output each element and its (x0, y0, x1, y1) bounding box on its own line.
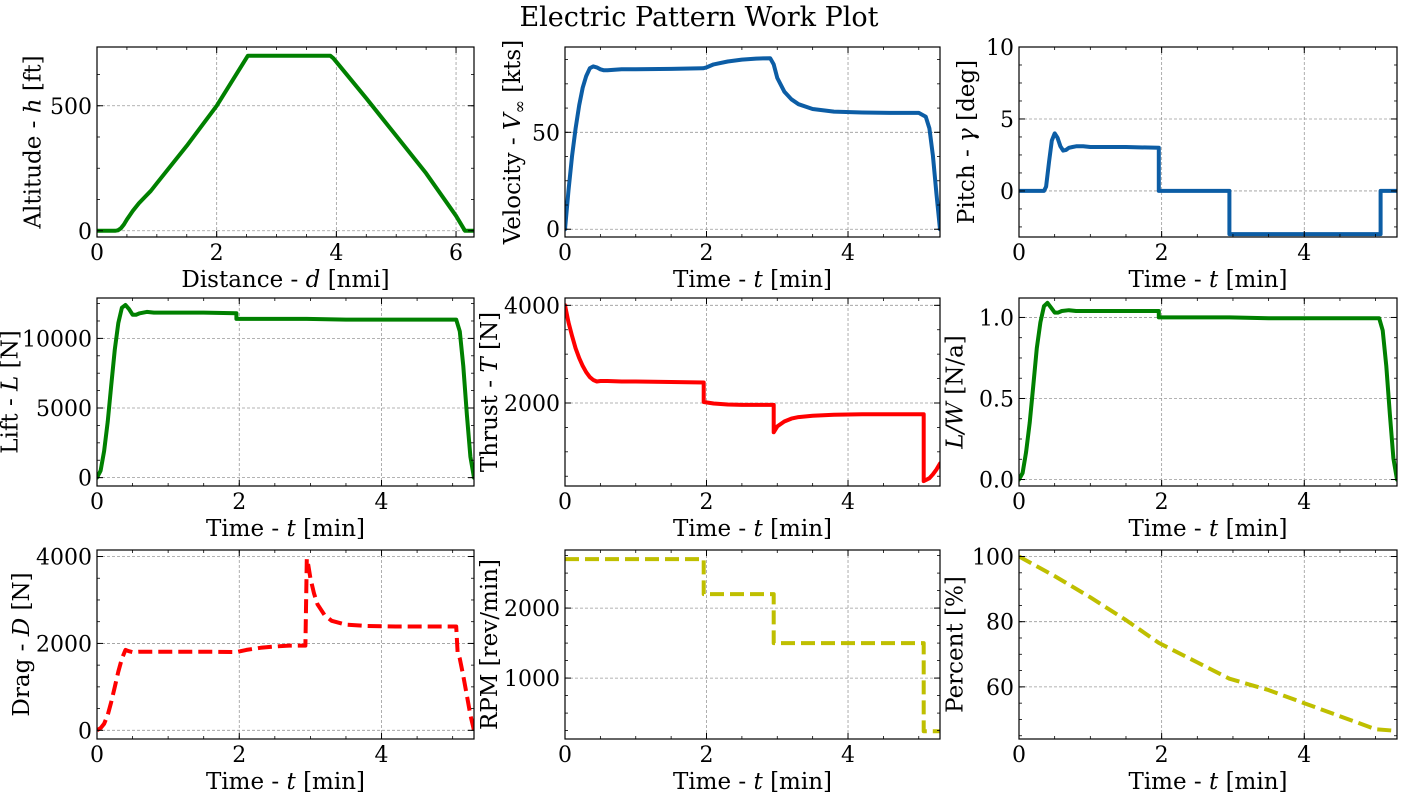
x-tick-label: 4 (1297, 743, 1311, 768)
x-tick-label: 2 (700, 490, 714, 515)
axes-frame (1018, 297, 1398, 487)
x-tick-label: 0 (1012, 241, 1026, 266)
x-tick-label: 2 (232, 490, 246, 515)
y-axis-label: Lift - L [N] (0, 330, 24, 453)
x-tick-label: 0 (558, 490, 572, 515)
series-line-lift (97, 303, 474, 480)
axes-frame (96, 46, 475, 238)
y-tick-label: 2000 (504, 597, 560, 622)
y-tick-label: 0 (78, 220, 92, 245)
y-axis-label: Altitude - h [ft] (21, 55, 47, 229)
y-tick-label: 0 (78, 719, 92, 744)
y-tick-label: 5 (1000, 108, 1014, 133)
x-tick-label: 4 (375, 743, 389, 768)
x-tick-label: 2 (700, 743, 714, 768)
x-axis-label: Time - t [min] (206, 769, 365, 795)
y-axis-label: Velocity - V∞ [kts] (500, 40, 529, 245)
axes-frame (564, 46, 941, 238)
chart-panel-battery-percent: 0 2 4 60 80 100 Time - t [min] Percent [%] (943, 546, 1398, 795)
chart-panel-drag: 0 2 4 0 2000 4000 Time - t [min] Drag - D [N] (9, 546, 475, 795)
x-tick-label: 4 (841, 241, 855, 266)
axes-frame (96, 297, 475, 487)
y-tick-label: 60 (986, 676, 1014, 701)
axes-frame (564, 297, 941, 487)
series-line-altitude (97, 53, 474, 233)
x-tick-label: 2 (1155, 241, 1169, 266)
series-line-rpm (565, 557, 940, 734)
x-tick-label: 0 (558, 743, 572, 768)
series-line-thrust (565, 303, 940, 484)
x-axis-label: Distance - d [nmi] (181, 267, 389, 293)
y-axis-label: Drag - D [N] (9, 572, 35, 716)
x-tick-label: 4 (375, 490, 389, 515)
y-tick-label: 50 (532, 121, 560, 146)
y-axis-label: Pitch - γ [deg] (954, 60, 980, 224)
x-tick-label: 0 (1012, 490, 1026, 515)
y-tick-label: 10 (986, 36, 1014, 61)
x-tick-label: 2 (210, 241, 224, 266)
x-tick-label: 0 (1012, 743, 1026, 768)
axes-frame (96, 549, 475, 740)
y-tick-label: 0 (1000, 180, 1014, 205)
x-axis-label: Time - t [min] (673, 769, 832, 795)
y-tick-label: 100 (972, 546, 1014, 571)
y-axis-label: Thrust - T [N] (477, 312, 503, 472)
series-line-battery-percent (1019, 554, 1397, 733)
x-tick-label: 0 (558, 241, 572, 266)
series-line-pitch (1019, 131, 1397, 237)
series-line-velocity (565, 56, 940, 232)
x-tick-label: 0 (90, 743, 104, 768)
y-tick-label: 10000 (22, 327, 92, 352)
x-tick-label: 4 (1297, 241, 1311, 266)
y-tick-label: 1.0 (979, 306, 1014, 331)
x-tick-label: 2 (1155, 490, 1169, 515)
series-line-drag (97, 556, 474, 733)
x-tick-label: 0 (90, 241, 104, 266)
x-tick-label: 4 (841, 490, 855, 515)
y-tick-label: 0 (546, 218, 560, 243)
y-axis-label: L/W [N/a] (943, 335, 969, 450)
chart-panel-lift: 0 2 4 0 5000 10000 Time - t [min] Lift - L [N] (0, 297, 475, 542)
y-tick-label: 0.0 (979, 469, 1014, 494)
y-tick-label: 80 (986, 611, 1014, 636)
y-tick-label: 2000 (504, 392, 560, 417)
axes-frame (1018, 46, 1398, 238)
x-tick-label: 2 (700, 241, 714, 266)
x-tick-label: 2 (232, 743, 246, 768)
axes-frame (564, 549, 941, 740)
chart-panel-altitude: 0 2 4 6 0 500 Distance - d [nmi] Altitude - h [… (21, 46, 475, 293)
x-tick-label: 4 (1297, 490, 1311, 515)
x-tick-label: 0 (90, 490, 104, 515)
x-axis-label: Time - t [min] (673, 516, 832, 542)
axes-frame (1018, 549, 1398, 740)
x-tick-label: 6 (449, 241, 463, 266)
x-tick-label: 4 (329, 241, 343, 266)
x-axis-label: Time - t [min] (673, 267, 832, 293)
chart-panel-load-factor: 0 2 4 0.0 0.5 1.0 Time - t [min] L/W [N/a] (943, 297, 1398, 542)
x-axis-label: Time - t [min] (1128, 769, 1287, 795)
chart-panel-thrust: 0 2 4 2000 4000 Time - t [min] Thrust - T [N] (477, 294, 941, 542)
figure-title: Electric Pattern Work Plot (519, 2, 878, 33)
y-tick-label: 1000 (504, 667, 560, 692)
chart-panel-velocity: 0 2 4 0 50 Time - t [min] Velocity - V∞ [kts] (500, 40, 941, 293)
series-line-load-factor (1019, 300, 1397, 482)
y-tick-label: 0.5 (979, 387, 1014, 412)
x-tick-label: 4 (841, 743, 855, 768)
y-tick-label: 4000 (504, 294, 560, 319)
y-tick-label: 2000 (36, 632, 92, 657)
y-axis-label: Percent [%] (943, 576, 969, 713)
x-tick-label: 2 (1155, 743, 1169, 768)
chart-panel-rpm: 0 2 4 1000 2000 Time - t [min] RPM [rev/min] (477, 549, 941, 795)
x-axis-label: Time - t [min] (1128, 267, 1287, 293)
y-tick-label: 0 (78, 467, 92, 492)
x-axis-label: Time - t [min] (1128, 516, 1287, 542)
chart-panel-pitch: 0 2 4 0 5 10 Time - t [min] Pitch - γ [deg] (954, 36, 1398, 293)
x-axis-label: Time - t [min] (206, 516, 365, 542)
y-tick-label: 4000 (36, 546, 92, 571)
y-axis-label: RPM [rev/min] (477, 559, 503, 730)
y-tick-label: 500 (50, 95, 92, 120)
y-tick-label: 5000 (36, 397, 92, 422)
